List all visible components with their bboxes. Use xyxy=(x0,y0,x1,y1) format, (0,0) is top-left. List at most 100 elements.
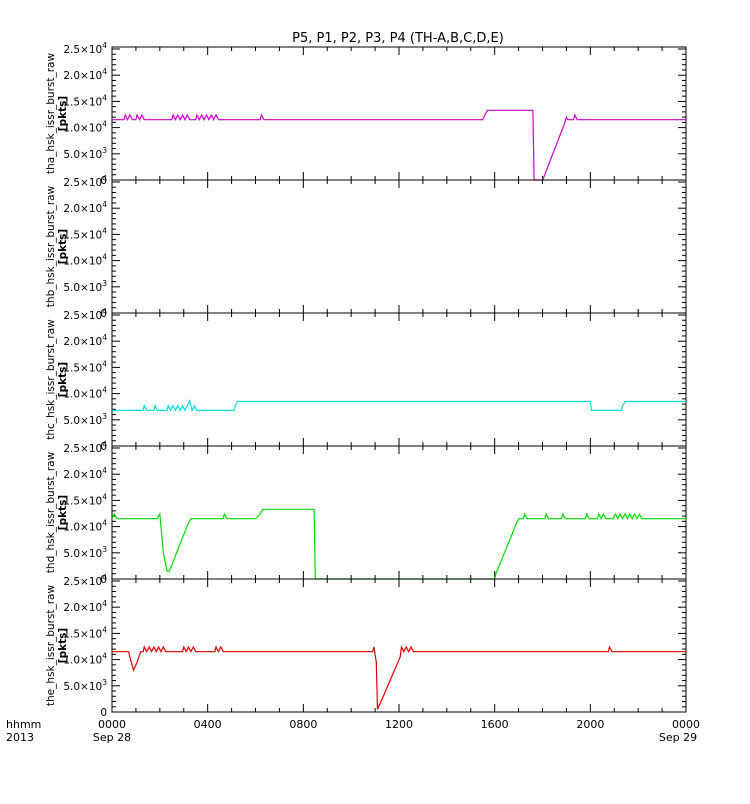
panel-5: 05.0×1031.0×1041.5×1042.0×1042.5×104the_… xyxy=(45,573,687,719)
y-tick-label: 1.5×104 xyxy=(63,492,107,507)
y-tick-mantissa: 2.5×10 xyxy=(63,310,102,322)
y-tick-exponent: 4 xyxy=(102,625,107,634)
y-tick-label: 5.0×103 xyxy=(63,279,107,294)
y-tick-exponent: 3 xyxy=(102,279,107,288)
y-tick-exponent: 4 xyxy=(102,200,107,209)
y-tick-label: 0 xyxy=(100,441,107,453)
y-tick-mantissa: 1.0×10 xyxy=(63,522,102,534)
y-tick-mantissa: 2.5×10 xyxy=(63,443,102,455)
y-tick-mantissa: 2.5×10 xyxy=(63,177,102,189)
y-tick-exponent: 3 xyxy=(102,678,107,687)
y-tick-mantissa: 5.0×10 xyxy=(63,548,102,560)
y-tick-exponent: 3 xyxy=(102,545,107,554)
y-tick-mantissa: 2.0×10 xyxy=(63,602,102,614)
series-line-3 xyxy=(111,399,686,413)
y-tick-exponent: 3 xyxy=(102,146,107,155)
y-axis-unit: [pkts] xyxy=(57,362,69,397)
y-tick-label: 0 xyxy=(100,574,107,586)
panel-frame xyxy=(111,578,687,713)
y-tick-label: 1.5×104 xyxy=(63,93,107,108)
x-axis-label-hhmm: hhmm xyxy=(6,718,41,731)
y-axis-unit: [pkts] xyxy=(57,495,69,530)
y-tick-mantissa: 2.0×10 xyxy=(63,469,102,481)
x-tick-label: 0000 xyxy=(98,718,126,731)
y-tick-label: 5.0×103 xyxy=(63,545,107,560)
y-tick-exponent: 4 xyxy=(102,120,107,129)
y-tick-mantissa: 0 xyxy=(100,175,107,187)
panel-frame xyxy=(111,46,687,181)
x-tick-label: 0000 xyxy=(672,718,700,731)
y-tick-exponent: 4 xyxy=(102,253,107,262)
panel-1: 05.0×1031.0×1041.5×1042.0×1042.5×104tha_… xyxy=(45,41,687,187)
y-tick-label: 0 xyxy=(100,707,107,719)
y-tick-label: 1.5×104 xyxy=(63,625,107,640)
panel-4: 05.0×1031.0×1041.5×1042.0×1042.5×104thd_… xyxy=(45,440,687,586)
y-tick-exponent: 4 xyxy=(102,67,107,76)
y-tick-label: 2.5×104 xyxy=(63,41,107,56)
y-tick-exponent: 4 xyxy=(102,519,107,528)
x-date-first: Sep 28 xyxy=(93,731,131,744)
y-tick-exponent: 4 xyxy=(102,440,107,449)
y-tick-label: 2.0×104 xyxy=(63,333,107,348)
y-tick-exponent: 4 xyxy=(102,492,107,501)
y-tick-mantissa: 5.0×10 xyxy=(63,681,102,693)
y-axis-label: thb_hsk_issr_burst_raw xyxy=(45,185,57,307)
y-tick-label: 1.5×104 xyxy=(63,226,107,241)
x-axis-label-year: 2013 xyxy=(6,731,34,744)
y-tick-label: 2.0×104 xyxy=(63,67,107,82)
series-line-4 xyxy=(111,508,686,580)
y-tick-mantissa: 0 xyxy=(100,707,107,719)
y-tick-mantissa: 2.5×10 xyxy=(63,576,102,588)
y-axis-label: tha_hsk_issr_burst_raw xyxy=(45,53,57,175)
y-tick-mantissa: 2.0×10 xyxy=(63,203,102,215)
y-tick-mantissa: 1.5×10 xyxy=(63,362,102,374)
x-tick-label: 1200 xyxy=(385,718,413,731)
y-tick-exponent: 4 xyxy=(102,386,107,395)
y-tick-mantissa: 0 xyxy=(100,574,107,586)
y-tick-mantissa: 0 xyxy=(100,441,107,453)
y-tick-mantissa: 2.0×10 xyxy=(63,336,102,348)
y-tick-label: 2.0×104 xyxy=(63,200,107,215)
y-tick-label: 5.0×103 xyxy=(63,412,107,427)
y-tick-label: 0 xyxy=(100,308,107,320)
chart-title: P5, P1, P2, P3, P4 (TH-A,B,C,D,E) xyxy=(292,31,504,46)
y-axis-unit: [pkts] xyxy=(57,229,69,264)
y-axis-unit: [pkts] xyxy=(57,96,69,131)
y-tick-label: 1.0×104 xyxy=(63,519,107,534)
y-tick-mantissa: 0 xyxy=(100,308,107,320)
y-tick-label: 2.0×104 xyxy=(63,466,107,481)
y-tick-label: 2.5×104 xyxy=(63,174,107,189)
x-tick-label: 0800 xyxy=(289,718,317,731)
y-tick-mantissa: 1.0×10 xyxy=(63,256,102,268)
x-tick-label: 0400 xyxy=(194,718,222,731)
y-tick-mantissa: 1.5×10 xyxy=(63,96,102,108)
y-tick-mantissa: 5.0×10 xyxy=(63,282,102,294)
y-tick-label: 2.0×104 xyxy=(63,599,107,614)
y-tick-label: 0 xyxy=(100,175,107,187)
panel-frame xyxy=(111,445,687,580)
x-date-last: Sep 29 xyxy=(659,731,697,744)
y-axis-label: thc_hsk_issr_burst_raw xyxy=(45,319,57,440)
panel-3: 05.0×1031.0×1041.5×1042.0×1042.5×104thc_… xyxy=(45,307,687,453)
x-tick-label: 2000 xyxy=(576,718,604,731)
y-tick-exponent: 4 xyxy=(102,573,107,582)
y-tick-label: 1.0×104 xyxy=(63,253,107,268)
y-axis-unit: [pkts] xyxy=(57,628,69,663)
y-tick-exponent: 4 xyxy=(102,652,107,661)
series-line-5 xyxy=(112,644,686,710)
y-tick-mantissa: 5.0×10 xyxy=(63,415,102,427)
y-tick-mantissa: 1.5×10 xyxy=(63,628,102,640)
y-tick-mantissa: 1.5×10 xyxy=(63,229,102,241)
y-tick-label: 1.0×104 xyxy=(63,652,107,667)
panel-2: 05.0×1031.0×1041.5×1042.0×1042.5×104thb_… xyxy=(45,174,687,320)
y-tick-mantissa: 1.0×10 xyxy=(63,655,102,667)
y-tick-exponent: 4 xyxy=(102,226,107,235)
y-tick-label: 5.0×103 xyxy=(63,146,107,161)
y-tick-exponent: 4 xyxy=(102,93,107,102)
y-axis-label: thd_hsk_issr_burst_raw xyxy=(45,451,57,573)
y-tick-label: 1.5×104 xyxy=(63,359,107,374)
y-tick-label: 1.0×104 xyxy=(63,386,107,401)
